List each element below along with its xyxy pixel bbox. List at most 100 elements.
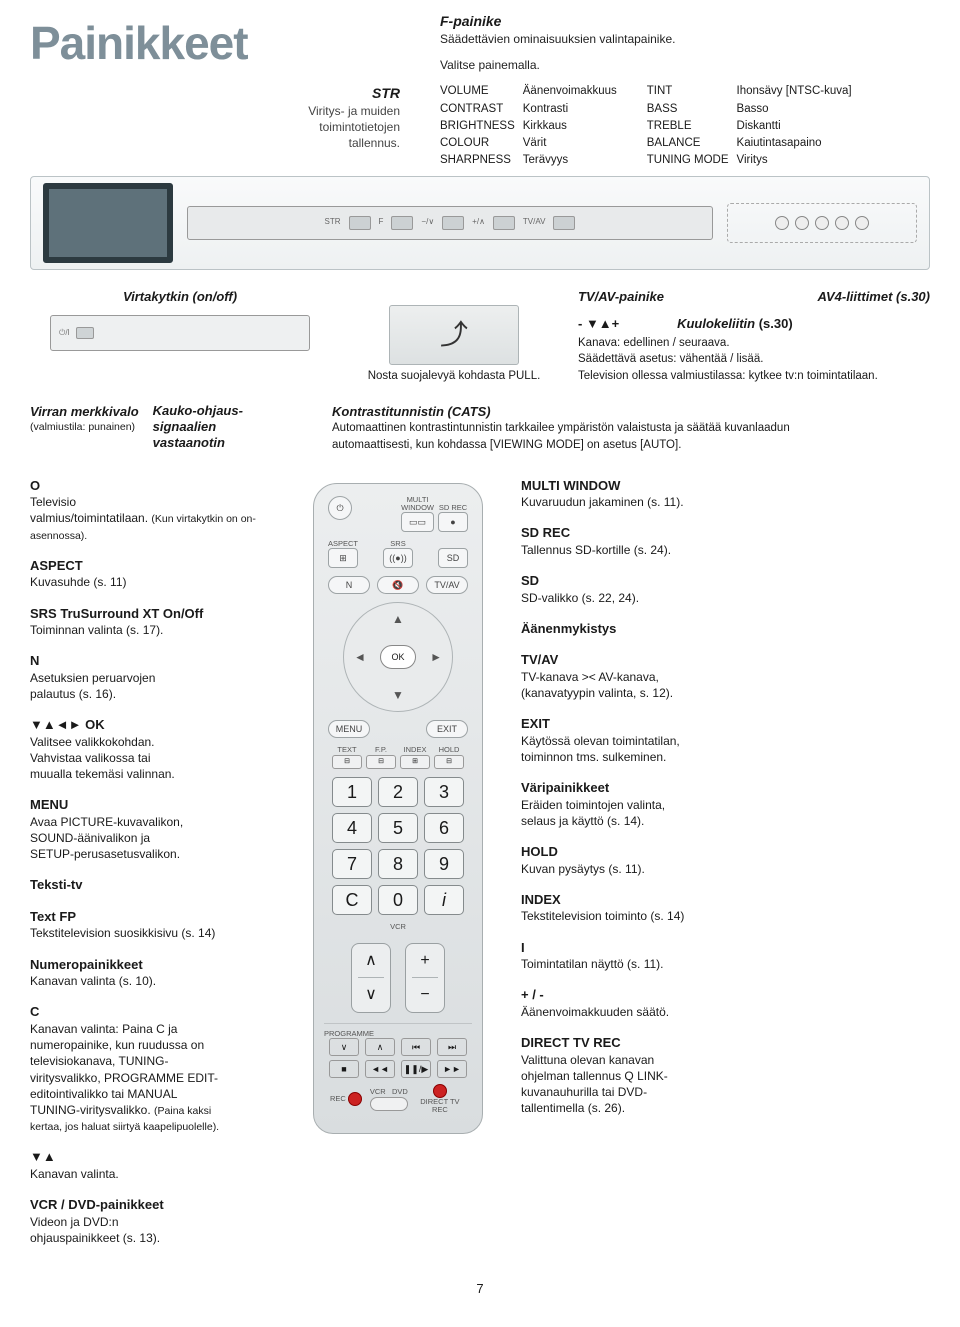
- dpad-down-icon: ▼: [392, 687, 404, 703]
- left-item-9-desc: Kanavan valinta: Paina C ja numeropainik…: [30, 1021, 275, 1134]
- dpad[interactable]: ▲ ▼ ◄ ► OK: [343, 602, 453, 712]
- left-item-0: OTelevisio valmius/toimintatilaan. (Kun …: [30, 477, 275, 543]
- num-7-button[interactable]: 7: [332, 849, 372, 879]
- srs-button[interactable]: ((●)): [383, 548, 413, 568]
- menu-button[interactable]: MENU: [328, 720, 370, 738]
- right-item-9: IToimintatilan näyttö (s. 11).: [521, 939, 930, 973]
- left-item-3-desc: Asetuksien peruarvojen palautus (s. 16).: [30, 670, 275, 702]
- num-6-button[interactable]: 6: [424, 813, 464, 843]
- text-label: TEXT: [332, 746, 362, 754]
- right-item-6: VäripainikkeetEräiden toimintojen valint…: [521, 779, 930, 829]
- ir-receiver-l1: Kauko-ohjaus-: [153, 403, 243, 419]
- num-8-button[interactable]: 8: [378, 849, 418, 879]
- channel-down-icon: ∨: [365, 984, 377, 1006]
- rec-button[interactable]: [348, 1092, 362, 1106]
- left-item-9-heading: C: [30, 1003, 275, 1021]
- vcr-dvd-toggle[interactable]: [370, 1097, 408, 1111]
- right-item-6-heading: Väripainikkeet: [521, 779, 930, 797]
- pull-cover-graphic: ⤴: [389, 305, 519, 365]
- left-item-0-small: (Kun virtakytkin on on-asennossa).: [30, 513, 256, 541]
- vcr-tiny-label: VCR: [370, 1087, 386, 1096]
- left-item-8-desc: Kanavan valinta (s. 10).: [30, 973, 275, 989]
- right-item-1-heading: SD REC: [521, 524, 930, 542]
- ok-button[interactable]: OK: [380, 645, 416, 669]
- stop-button[interactable]: ■: [329, 1060, 359, 1078]
- left-item-4-heading: ▼▲◄► OK: [30, 716, 275, 734]
- num-9-button[interactable]: 9: [424, 849, 464, 879]
- left-item-11: VCR / DVD-painikkeetVideon ja DVD:n ohja…: [30, 1196, 275, 1246]
- num-0-button[interactable]: 0: [378, 885, 418, 915]
- info-button[interactable]: i: [424, 885, 464, 915]
- control-bar-graphic: STR F −/∨ +/∧ TV/AV: [187, 206, 713, 240]
- prog-up-button[interactable]: ∧: [365, 1038, 395, 1056]
- right-item-4-heading: TV/AV: [521, 651, 930, 669]
- right-item-10-desc: Äänenvoimakkuuden säätö.: [521, 1004, 930, 1020]
- sd-rec-button[interactable]: ●: [438, 512, 468, 532]
- multi-window-button[interactable]: ▭▭: [401, 512, 434, 532]
- settings-col1-vals: Äänenvoimakkuus Kontrasti Kirkkaus Värit…: [523, 83, 617, 169]
- right-item-6-desc: Eräiden toimintojen valinta, selaus ja k…: [521, 797, 930, 829]
- left-item-5-desc: Avaa PICTURE-kuvavalikon, SOUND-äänivali…: [30, 814, 275, 863]
- skip-fwd-button[interactable]: ⏭: [437, 1038, 467, 1056]
- settings-col2-vals: Ihonsävy [NTSC-kuva] Basso Diskantti Kai…: [737, 83, 852, 169]
- blue-button[interactable]: ⊟: [434, 755, 464, 769]
- headphone-jack-label: Kuulokeliitin: [677, 316, 755, 331]
- yellow-button[interactable]: ⊞: [400, 755, 430, 769]
- mid-desc-1: Kanava: edellinen / seuraava.: [578, 335, 930, 352]
- right-item-0-heading: MULTI WINDOW: [521, 477, 930, 495]
- fast-fwd-button[interactable]: ►►: [437, 1060, 467, 1078]
- n-button[interactable]: N: [328, 576, 370, 594]
- str-desc-2: toimintotietojen: [30, 119, 400, 135]
- num-1-button[interactable]: 1: [332, 777, 372, 807]
- right-item-0-desc: Kuvaruudun jakaminen (s. 11).: [521, 494, 930, 510]
- prog-down-button[interactable]: ∨: [329, 1038, 359, 1056]
- device-panel-illustration: STR F −/∨ +/∧ TV/AV: [30, 176, 930, 270]
- right-item-1-desc: Tallennus SD-kortille (s. 24).: [521, 542, 930, 558]
- av4-connectors-label: AV4-liittimet (s.30): [818, 288, 930, 306]
- red-button[interactable]: ⊟: [332, 755, 362, 769]
- str-desc-1: Viritys- ja muiden: [30, 103, 400, 119]
- mute-button[interactable]: 🔇: [377, 576, 419, 594]
- aspect-button[interactable]: ⊞: [328, 548, 358, 568]
- tv-screen-graphic: [43, 183, 173, 263]
- right-item-7-desc: Kuvan pysäytys (s. 11).: [521, 861, 930, 877]
- num-5-button[interactable]: 5: [378, 813, 418, 843]
- dpad-right-icon: ►: [430, 649, 442, 665]
- headphone-jack-page: (s.30): [755, 316, 793, 331]
- left-item-0-heading: O: [30, 477, 275, 495]
- power-switch-label: Virtakytkin (on/off): [30, 288, 330, 306]
- left-item-4: ▼▲◄► OKValitsee valikkokohdan. Vahvistaa…: [30, 716, 275, 782]
- right-item-11: DIRECT TV RECValittuna olevan kanavan oh…: [521, 1034, 930, 1116]
- channel-rocker[interactable]: ∧∨: [351, 943, 391, 1013]
- num-3-button[interactable]: 3: [424, 777, 464, 807]
- sd-button[interactable]: SD: [438, 548, 468, 568]
- cats-desc-2: automaattisesti, kun kohdassa [VIEWING M…: [332, 437, 930, 454]
- skip-back-button[interactable]: ⏮: [401, 1038, 431, 1056]
- right-item-2: SDSD-valikko (s. 22, 24).: [521, 572, 930, 606]
- num-2-button[interactable]: 2: [378, 777, 418, 807]
- tvav-button[interactable]: TV/AV: [426, 576, 468, 594]
- left-item-5-heading: MENU: [30, 796, 275, 814]
- cats-desc-1: Automaattinen kontrastintunnistin tarkka…: [332, 420, 930, 437]
- green-button[interactable]: ⊟: [366, 755, 396, 769]
- left-item-2-heading: SRS TruSurround XT On/Off: [30, 605, 275, 623]
- f-label: F-painike: [440, 12, 930, 31]
- direct-rec-button[interactable]: [433, 1084, 447, 1098]
- right-item-8-heading: INDEX: [521, 891, 930, 909]
- dpad-up-icon: ▲: [392, 611, 404, 627]
- left-item-4-desc: Valitsee valikkokohdan. Vahvistaa valiko…: [30, 734, 275, 783]
- play-pause-button[interactable]: ❚❚/▶: [401, 1060, 431, 1078]
- power-button[interactable]: ⏻: [328, 496, 352, 520]
- volume-rocker[interactable]: +−: [405, 943, 445, 1013]
- num-4-button[interactable]: 4: [332, 813, 372, 843]
- exit-button[interactable]: EXIT: [426, 720, 468, 738]
- right-item-8-desc: Tekstitelevision toiminto (s. 14): [521, 908, 930, 924]
- c-button[interactable]: C: [332, 885, 372, 915]
- right-item-11-desc: Valittuna olevan kanavan ohjelman tallen…: [521, 1052, 930, 1117]
- power-led-label: Virran merkkivalo: [30, 403, 139, 421]
- rewind-button[interactable]: ◄◄: [365, 1060, 395, 1078]
- right-item-2-desc: SD-valikko (s. 22, 24).: [521, 590, 930, 606]
- right-item-7-heading: HOLD: [521, 843, 930, 861]
- ir-receiver-l2: signaalien: [153, 419, 243, 435]
- programme-label: PROGRAMME: [324, 1030, 472, 1038]
